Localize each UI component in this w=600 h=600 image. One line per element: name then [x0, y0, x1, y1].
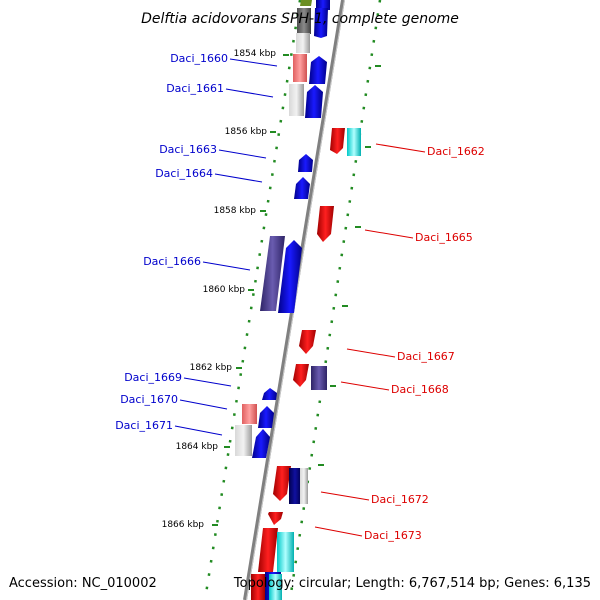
gene-block-red: [317, 206, 334, 242]
gene-block-red: [258, 528, 278, 572]
gene-block-blue: [258, 406, 274, 428]
gene-label[interactable]: Daci_1672: [371, 493, 429, 506]
gene-block-blue: [298, 154, 313, 172]
gene-label[interactable]: Daci_1663: [159, 143, 217, 156]
gene-label[interactable]: Daci_1668: [391, 383, 449, 396]
gene-label[interactable]: Daci_1671: [115, 419, 173, 432]
gene-block-navy: [289, 468, 301, 504]
gene-block-purple: [260, 236, 285, 311]
gene-block-blue: [316, 0, 330, 10]
gene-block-gray: [289, 84, 304, 116]
scale-label: 1864 kbp: [176, 442, 219, 452]
gene-blocks: [235, 0, 361, 600]
gene-label[interactable]: Daci_1667: [397, 350, 455, 363]
gene-block-green: [300, 0, 312, 6]
scale-label: 1858 kbp: [214, 206, 257, 216]
gene-block-gray: [300, 468, 308, 504]
gene-block-blue: [309, 56, 327, 84]
gene-block-navy: [296, 33, 310, 53]
gene-block-red: [251, 574, 265, 600]
gene-block-cyan: [347, 128, 361, 156]
gene-block-blue: [278, 240, 302, 313]
scale-labels: 1854 kbp 1856 kbp 1858 kbp 1860 kbp 1862…: [162, 49, 277, 530]
gene-block-pink: [242, 404, 257, 424]
gene-block-blue: [305, 85, 323, 118]
gene-label[interactable]: Daci_1664: [155, 167, 213, 180]
scale-label: 1860 kbp: [203, 285, 246, 295]
gene-labels-right: Daci_1662 Daci_1665 Daci_1667 Daci_1668 …: [314, 143, 485, 542]
scale-label: 1854 kbp: [234, 49, 277, 59]
gene-block-blue: [314, 8, 328, 38]
gene-label[interactable]: Daci_1666: [143, 255, 201, 268]
gene-block-blue: [252, 429, 270, 458]
gene-block-red: [299, 330, 316, 354]
gene-block-gray: [235, 425, 252, 456]
gene-block-red: [330, 128, 345, 154]
accession-text: Accession: NC_010002: [9, 576, 157, 591]
gene-label[interactable]: Daci_1662: [427, 145, 485, 158]
map-title: Delftia acidovorans SPH-1, complete geno…: [141, 11, 459, 27]
gene-block-red: [273, 466, 291, 501]
gene-block-dark: [297, 8, 311, 34]
scale-label: 1856 kbp: [225, 127, 268, 137]
gene-block-pink: [293, 54, 307, 82]
gene-label[interactable]: Daci_1673: [364, 529, 422, 542]
gene-block-red: [293, 364, 309, 387]
gene-label[interactable]: Daci_1661: [166, 82, 224, 95]
gene-labels-left: Daci_1660 Daci_1661 Daci_1663 Daci_1664 …: [115, 52, 278, 436]
gene-block-purple: [311, 366, 327, 390]
gene-block-cyan: [277, 532, 294, 572]
scale-ticks: [212, 54, 381, 526]
gene-label[interactable]: Daci_1670: [120, 393, 178, 406]
scale-label: 1866 kbp: [162, 520, 205, 530]
gene-block-cyan: [269, 574, 282, 600]
topology-text: Topology: circular; Length: 6,767,514 bp…: [233, 576, 591, 591]
scale-label: 1862 kbp: [190, 363, 233, 373]
gene-label[interactable]: Daci_1665: [415, 231, 473, 244]
gene-block-blue: [262, 388, 277, 400]
gene-label[interactable]: Daci_1669: [124, 371, 182, 384]
gene-label[interactable]: Daci_1660: [170, 52, 228, 65]
gene-block-red: [268, 512, 283, 525]
gene-block-blue: [294, 177, 310, 199]
